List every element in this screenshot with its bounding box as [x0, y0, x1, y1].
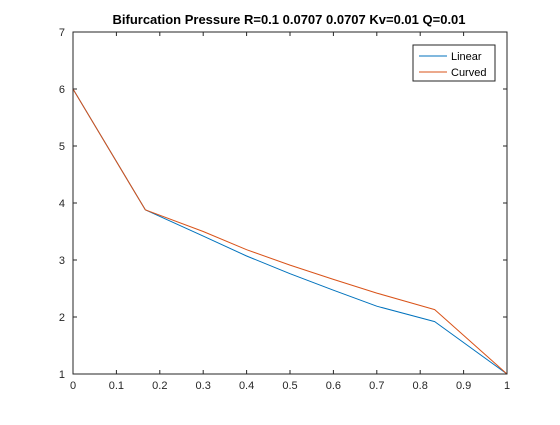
series-lines: [72, 88, 508, 375]
legend: Linear Curved: [412, 44, 496, 82]
y-tick-label: 7: [59, 27, 65, 39]
x-tick-label: 0.9: [456, 380, 471, 392]
x-tick-label: 0: [70, 380, 76, 392]
y-tick-label: 1: [59, 369, 65, 381]
legend-label: Linear: [451, 51, 482, 63]
x-tick-label: 0.7: [369, 380, 384, 392]
y-tick-label: 5: [59, 141, 65, 153]
legend-label: Curved: [451, 67, 486, 79]
x-tick-label: 0.5: [282, 380, 297, 392]
y-tick-label: 2: [59, 312, 65, 324]
legend-box: [412, 44, 496, 82]
x-tick-label: 0.1: [109, 380, 124, 392]
y-tick-label: 4: [59, 198, 65, 210]
x-tick-label: 1: [504, 380, 510, 392]
chart-title: Bifurcation Pressure R=0.1 0.0707 0.0707…: [112, 12, 465, 27]
y-tick-label: 3: [59, 255, 65, 267]
plot-area: [73, 32, 507, 374]
series-line-curved: [72, 88, 508, 375]
series-line-linear: [72, 88, 508, 375]
plot-border: [72, 31, 508, 375]
y-tick-label: 6: [59, 84, 65, 96]
x-tick-label: 0.3: [196, 380, 211, 392]
x-tick-label: 0.6: [326, 380, 341, 392]
axis-ticks: 0 0.1 0.2 0.3 0.4 0.5 0.6 0.7 0.8 0.9 1 1 2 3 4 5 6 7: [59, 27, 510, 392]
x-tick-label: 0.2: [152, 380, 167, 392]
x-tick-label: 0.4: [239, 380, 254, 392]
x-tick-label: 0.8: [413, 380, 428, 392]
